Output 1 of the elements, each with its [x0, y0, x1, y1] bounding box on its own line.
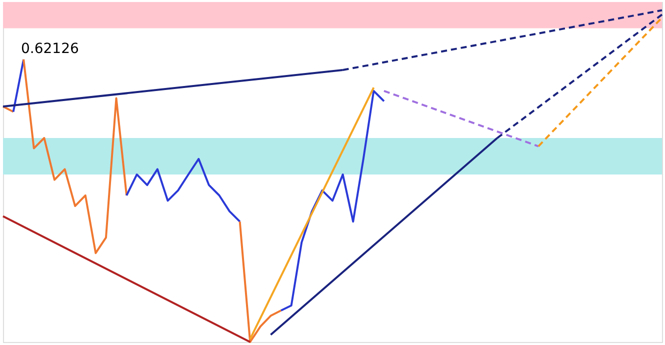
annotation: 0.62126: [21, 41, 79, 57]
